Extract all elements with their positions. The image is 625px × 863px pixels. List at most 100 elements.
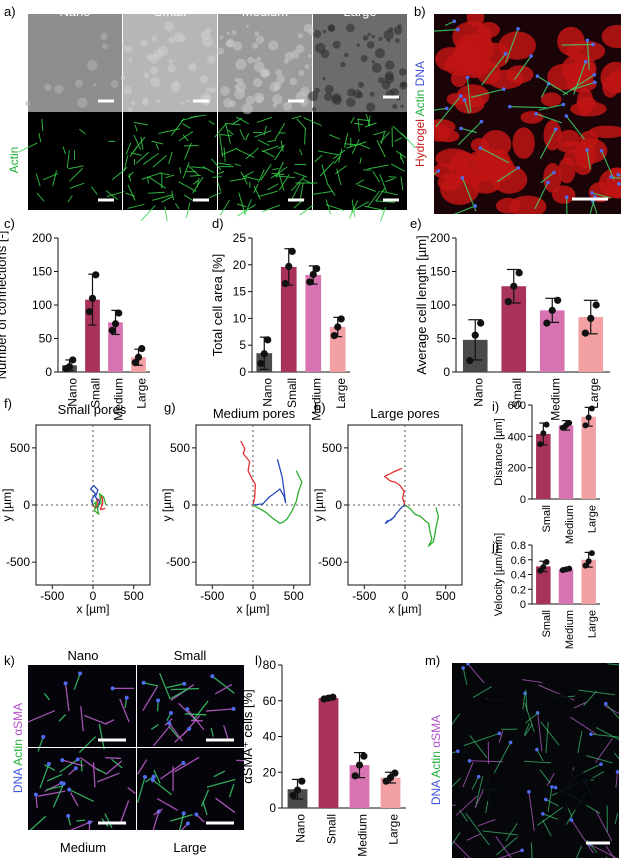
b-nucleus-8 <box>535 74 540 78</box>
panel-label-f: f) <box>4 396 12 411</box>
b-fiber-21 <box>565 115 585 140</box>
hydrogel-blob-55 <box>558 157 576 184</box>
hydrogel-blob-52 <box>574 142 597 169</box>
brightfield-speck-3-53 <box>327 24 336 32</box>
k-nucleus-3-3 <box>194 812 199 817</box>
brightfield-speck-3-34 <box>322 29 327 34</box>
k-fiber-3-15 <box>160 762 184 780</box>
actin-fiber-2-6 <box>235 116 249 125</box>
b-fiber-5 <box>540 83 550 98</box>
actin-fiber-1-49 <box>191 166 207 169</box>
k-fiber-0-10 <box>78 736 97 753</box>
track-title-f: Small pores <box>58 402 127 417</box>
b-nucleus-1 <box>503 51 508 56</box>
panel-a-micrographs <box>28 14 407 210</box>
k-fiber-0-1 <box>84 714 107 725</box>
actin-fiber-1-56 <box>123 155 129 172</box>
k-image-nano <box>28 665 136 747</box>
chart-f-small-pores: f) Small pores -500 -500 0 0 500 500 x [µm] y [µ… <box>0 396 151 616</box>
actin-fiber-3-30 <box>364 205 384 211</box>
actin-fiber-2-26 <box>257 169 265 183</box>
ytick-label-d-5: 25 <box>233 231 247 245</box>
b-fiber-1 <box>481 53 506 86</box>
m-fiber-70 <box>505 823 518 842</box>
actin-fiber-2-24 <box>299 183 304 200</box>
actin-fiber-3-44 <box>343 133 349 148</box>
b-nucleus-11 <box>585 148 589 152</box>
actin-fiber-3-49 <box>351 139 360 154</box>
k-fiber-2-12 <box>59 758 79 773</box>
ylabel-h: y [µm] <box>312 489 326 522</box>
brightfield-speck-2-10 <box>255 35 265 45</box>
b-nucleus-28 <box>591 42 595 47</box>
k-fiber-1-15 <box>174 728 190 743</box>
brightfield-speck-2-52 <box>268 40 279 51</box>
brightfield-speck-2-16 <box>220 86 230 96</box>
actin-fiber-0-11 <box>36 192 45 202</box>
actin-fiber-3-18 <box>358 143 371 150</box>
ytick-label-j-4: 0.8 <box>511 540 526 552</box>
actin-fiber-3-17 <box>336 168 342 186</box>
hydrogel-blob-40 <box>440 173 480 205</box>
k-fiber-2-28 <box>76 819 86 822</box>
point-d-nano-1 <box>260 350 268 358</box>
brightfield-speck-2-38 <box>247 56 255 64</box>
actin-fiber-3-40 <box>338 148 343 163</box>
actin-fiber-3-3 <box>350 116 355 124</box>
ytick-label-i-0: 0 <box>520 494 526 506</box>
actin-fiber-3-29 <box>379 174 388 192</box>
m-nucleus-48 <box>527 790 531 794</box>
point-c-large-0 <box>131 359 139 367</box>
scale-bars-a <box>98 95 399 202</box>
ytick-label-h-0: -500 <box>318 555 342 569</box>
brightfield-speck-0-5 <box>92 82 97 87</box>
k-fiber-2-13 <box>119 800 130 824</box>
b-nucleus-35 <box>436 169 441 173</box>
m-nucleus-52 <box>456 749 460 754</box>
actin-fiber-3-46 <box>375 188 386 202</box>
label-actin: Actin <box>413 90 427 117</box>
m-fiber-37 <box>469 735 488 759</box>
k-fiber-1-6 <box>166 683 185 689</box>
m-pore-0 <box>478 696 518 728</box>
m-fiber-59 <box>576 845 583 858</box>
k-fiber-3-13 <box>174 756 200 773</box>
actin-fiber-2-61 <box>238 192 246 214</box>
actin-fiber-0-9 <box>41 118 44 132</box>
chart-d-cell-area: d) 0 5 10 15 20 25 Total cell area [%] Nano Smal… <box>210 216 350 421</box>
k-nucleus-3-12 <box>181 811 186 816</box>
b-fiber-13 <box>460 127 478 134</box>
k-fiber-2-0 <box>68 788 94 802</box>
brightfield-speck-3-25 <box>356 43 360 47</box>
ytick-label-g-2: 500 <box>170 441 190 455</box>
k-fiber-0-7 <box>105 719 115 725</box>
panel-label-g: g) <box>164 400 176 415</box>
k-fiber-2-25 <box>69 820 94 830</box>
b-nucleus-6 <box>478 146 483 150</box>
k-title-nano: Nano <box>67 648 98 663</box>
hydrogel-blob-57 <box>551 185 576 204</box>
actin-fiber-1-41 <box>184 194 194 202</box>
actin-fiber-0-14 <box>67 195 73 203</box>
brightfield-speck-3-54 <box>384 73 395 84</box>
xtick-label-e-medium: Medium <box>548 378 562 421</box>
actin-fiber-1-51 <box>152 194 173 201</box>
b-nucleus-17 <box>456 27 460 32</box>
actin-fiber-2-29 <box>218 133 232 137</box>
ytick-label-l-4: 80 <box>263 658 277 672</box>
k-fiber-2-11 <box>97 772 120 783</box>
m-fiber-11 <box>459 809 468 822</box>
point-e-small-2 <box>515 269 523 277</box>
track-title-g: Medium pores <box>213 406 296 421</box>
k-nucleus-1-21 <box>167 721 172 726</box>
b-fiber-26 <box>535 113 563 124</box>
point-d-small-2 <box>288 247 296 255</box>
hydrogel-blob-64 <box>487 69 524 90</box>
k-fiber-0-2 <box>58 713 67 722</box>
b-fiber-32 <box>435 95 462 127</box>
ylabel-c: Number of connections [-] <box>0 231 9 380</box>
panel-label-c: c) <box>4 216 15 231</box>
actin-fiber-3-6 <box>317 150 339 156</box>
point-e-small-0 <box>504 298 512 306</box>
